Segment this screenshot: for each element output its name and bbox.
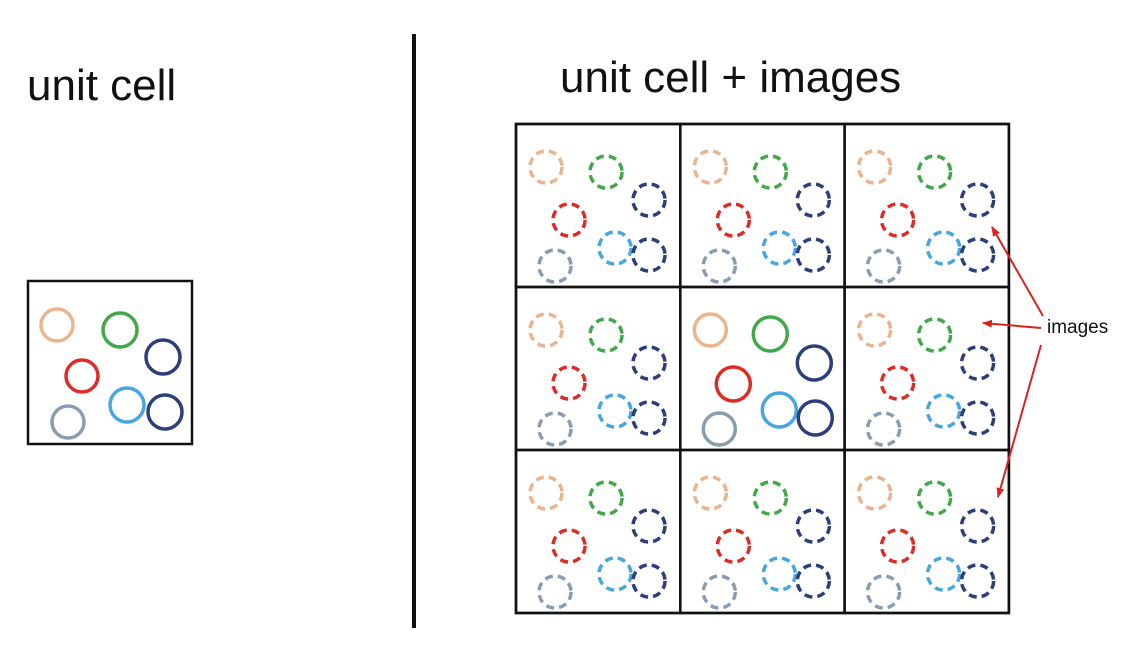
grid-cell-image (843, 448, 1011, 615)
particle-peach-image (856, 149, 893, 185)
images-label: images (1047, 317, 1109, 338)
particle-gray-image (537, 574, 573, 610)
particle-navy-top-image (795, 508, 832, 544)
arrow-to-top-right-image (991, 226, 1044, 317)
particle-navy-top-image (959, 345, 996, 381)
particle-red-image (879, 528, 916, 564)
particle-navy-bottom-image (959, 237, 996, 273)
particle-lightblue-image (925, 556, 962, 592)
particle-gray-image (537, 411, 573, 447)
particle-navy-bottom-image (795, 563, 832, 599)
particle-navy-top-image (795, 182, 832, 218)
particle-peach-image (856, 475, 893, 511)
particle-lightblue-image (597, 393, 633, 429)
grid-cell-image (679, 122, 846, 289)
arrow-to-bottom-right-image (996, 344, 1042, 498)
particle-gray-image (865, 411, 902, 447)
particle-peach-image (528, 475, 564, 511)
particle-navy-bottom-image (795, 237, 832, 273)
particle-peach-image (692, 475, 729, 511)
particle-green-image (588, 317, 624, 353)
particle-lightblue (108, 386, 146, 424)
particle-red (714, 365, 753, 403)
periodic-grid (514, 122, 1011, 615)
particle-gray (701, 411, 738, 447)
particle-lightblue-image (597, 556, 633, 592)
particle-lightblue-image (925, 393, 962, 429)
particle-green (751, 315, 790, 353)
particle-navy-top (795, 344, 834, 382)
particle-navy-bottom-image (631, 563, 667, 599)
particle-red-image (879, 365, 916, 401)
particle-navy-top (144, 338, 182, 376)
particle-red-image (551, 365, 587, 401)
particle-green-image (588, 480, 624, 516)
unit-cell-box (26, 279, 194, 446)
particle-lightblue-image (925, 230, 962, 266)
particle-red-image (715, 202, 752, 238)
particle-green (101, 311, 139, 349)
particle-peach-image (692, 149, 729, 185)
particle-navy-bottom-image (631, 237, 667, 273)
particle-lightblue-image (761, 556, 798, 592)
particle-peach-image (528, 312, 564, 348)
arrow-to-middle-right-image (982, 319, 1042, 329)
particle-red-image (715, 528, 752, 564)
particle-gray-image (865, 574, 902, 610)
particle-lightblue-image (597, 230, 633, 266)
grid-cell-image (679, 448, 846, 615)
grid-outer-border (514, 122, 1011, 615)
unit-cell (26, 279, 194, 446)
particle-navy-top-image (631, 345, 667, 381)
unit-cell-border (26, 279, 194, 446)
particle-gray-image (701, 574, 738, 610)
images-arrows (982, 226, 1044, 498)
grid-cell-image (843, 285, 1011, 452)
divider-line (412, 34, 416, 628)
particle-navy-top-image (631, 508, 667, 544)
grid-cell-original (679, 285, 846, 452)
particle-lightblue-image (761, 230, 798, 266)
particle-navy-bottom-image (959, 400, 996, 436)
grid-cell-image (514, 285, 682, 452)
grid-cell-image (514, 448, 682, 615)
particle-green-image (916, 317, 953, 353)
particle-green-image (916, 480, 953, 516)
particle-navy-top-image (959, 508, 996, 544)
particle-peach (692, 312, 729, 348)
particle-navy-bottom (146, 393, 184, 431)
grid-cell-image (843, 122, 1011, 289)
particle-navy-top-image (631, 182, 667, 218)
particle-red-image (551, 202, 587, 238)
particle-peach-image (528, 149, 564, 185)
particle-navy-top-image (959, 182, 996, 218)
particle-lightblue (760, 391, 799, 429)
grid-cell-image (514, 122, 682, 289)
particle-navy-bottom (796, 399, 835, 437)
particle-navy-bottom-image (959, 563, 996, 599)
unit-cell-images-title: unit cell + images (560, 53, 902, 102)
unit-cell-title: unit cell (27, 61, 177, 110)
particle-red-image (879, 202, 916, 238)
particle-green-image (588, 154, 624, 190)
particle-peach (39, 307, 75, 343)
particle-green-image (752, 480, 789, 516)
particle-red-image (551, 528, 587, 564)
particle-red (64, 358, 100, 394)
particle-green-image (752, 154, 789, 190)
particle-gray-image (701, 248, 738, 284)
particle-gray-image (865, 248, 902, 284)
particle-green-image (916, 154, 953, 190)
particle-peach-image (856, 312, 893, 348)
particle-gray (50, 404, 86, 440)
particle-gray-image (537, 248, 573, 284)
particle-navy-bottom-image (631, 400, 667, 436)
